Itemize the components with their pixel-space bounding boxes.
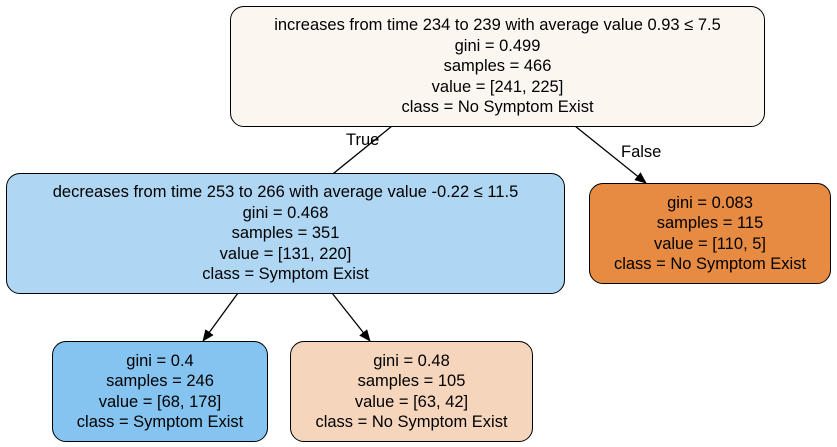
node-gini: gini = 0.48 [373, 351, 450, 370]
node-value: value = [241, 225] [431, 77, 564, 96]
edge-left-to-leftright [331, 292, 371, 342]
node-condition: decreases from time 253 to 266 with aver… [52, 183, 519, 202]
tree-node-left-left-leaf: gini = 0.4 samples = 246 value = [68, 17… [52, 341, 268, 442]
tree-node-left-right-leaf: gini = 0.48 samples = 105 value = [63, 4… [290, 341, 533, 442]
node-class: class = Symptom Exist [202, 265, 369, 284]
node-value: value = [68, 178] [98, 392, 222, 411]
node-gini: gini = 0.083 [667, 193, 753, 212]
tree-node-right-leaf: gini = 0.083 samples = 115 value = [110,… [589, 183, 831, 284]
tree-node-left: decreases from time 253 to 266 with aver… [6, 173, 565, 294]
node-class: class = No Symptom Exist [401, 98, 594, 117]
node-samples: samples = 246 [106, 372, 214, 390]
node-value: value = [110, 5] [653, 234, 767, 253]
edge-left-to-leftleft [202, 292, 239, 342]
node-samples: samples = 105 [357, 372, 466, 390]
node-gini: gini = 0.4 [126, 351, 194, 370]
node-samples: samples = 466 [443, 57, 552, 76]
node-samples: samples = 351 [231, 224, 340, 243]
edge-root-to-right [574, 125, 647, 184]
edge-label-true: True [346, 131, 380, 149]
node-gini: gini = 0.499 [454, 36, 541, 55]
node-class: class = No Symptom Exist [613, 255, 807, 273]
node-value: value = [63, 42] [354, 392, 469, 411]
node-condition: increases from time 234 to 239 with aver… [274, 16, 721, 35]
tree-node-root: increases from time 234 to 239 with aver… [230, 6, 765, 127]
edge-label-false: False [621, 143, 662, 161]
node-class: class = No Symptom Exist [315, 413, 508, 431]
node-value: value = [131, 220] [219, 244, 352, 263]
node-gini: gini = 0.468 [242, 203, 329, 222]
node-class: class = Symptom Exist [76, 413, 244, 431]
node-samples: samples = 115 [656, 214, 764, 232]
